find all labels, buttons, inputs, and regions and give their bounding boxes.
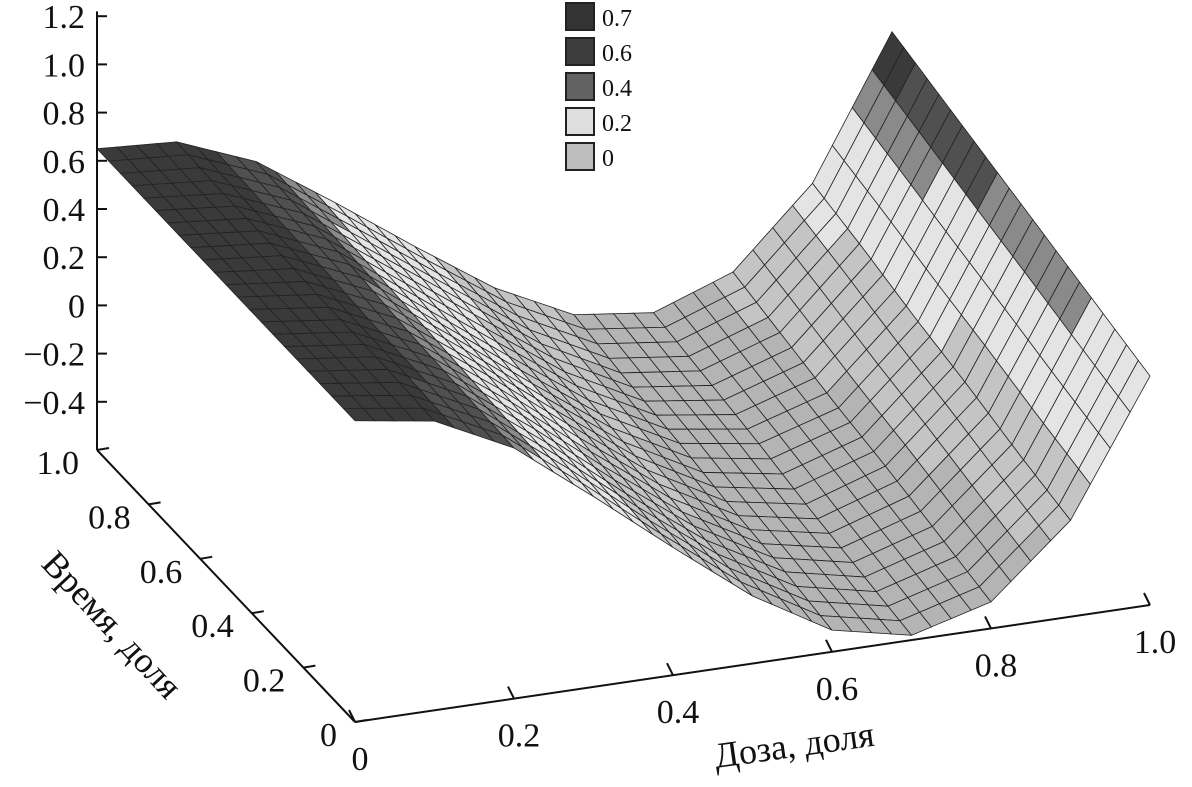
dose-tick bbox=[348, 709, 356, 723]
dose-tick-label: 0.8 bbox=[975, 647, 1018, 684]
time-tick bbox=[96, 447, 110, 451]
time-tick-label: 1.0 bbox=[37, 445, 80, 482]
time-tick-label: 0.6 bbox=[140, 554, 183, 591]
axes: 1.21.00.80.60.40.20−0.2−0.400.20.40.60.8… bbox=[23, 0, 1176, 778]
z-tick-label: −0.4 bbox=[23, 385, 85, 422]
legend-label: 0 bbox=[602, 146, 614, 172]
time-tick-label: 0.2 bbox=[243, 663, 286, 700]
z-tick-label: 0.2 bbox=[43, 240, 86, 277]
dose-axis-title: Доза, доля bbox=[712, 714, 877, 776]
time-tick-label: 0 bbox=[320, 717, 337, 754]
legend-swatch bbox=[565, 37, 595, 66]
time-axis-line bbox=[96, 449, 356, 723]
legend-swatch bbox=[565, 107, 595, 136]
surface-mesh bbox=[96, 31, 1151, 636]
legend-swatch bbox=[565, 142, 595, 171]
legend-label: 0.2 bbox=[602, 111, 632, 137]
legend: 0.7 0.6 0.4 0.2 0 bbox=[565, 2, 632, 172]
dose-tick-label: 1.0 bbox=[1134, 624, 1177, 661]
dose-tick bbox=[666, 662, 674, 676]
z-tick-label: 1.2 bbox=[43, 0, 86, 36]
dose-tick bbox=[984, 615, 992, 629]
time-tick-label: 0.4 bbox=[191, 608, 234, 645]
z-tick-label: 0.6 bbox=[43, 144, 86, 181]
dose-tick-label: 0.4 bbox=[657, 694, 700, 731]
z-tick-label: 1.0 bbox=[43, 47, 86, 84]
z-tick-label: 0.8 bbox=[43, 96, 86, 133]
dose-axis-line bbox=[354, 604, 1151, 723]
time-tick-label: 0.8 bbox=[88, 499, 131, 536]
z-tick-label: −0.2 bbox=[23, 337, 85, 374]
legend-label: 0.4 bbox=[602, 76, 632, 102]
legend-swatch bbox=[565, 72, 595, 101]
legend-label: 0.7 bbox=[602, 6, 632, 32]
time-tick bbox=[354, 719, 368, 723]
surface-cell bbox=[1117, 359, 1151, 413]
time-tick bbox=[148, 501, 161, 506]
legend-swatch bbox=[565, 2, 595, 31]
z-tick-label: 0 bbox=[68, 288, 85, 325]
dose-tick-label: 0 bbox=[352, 741, 369, 778]
dose-tick-label: 0.6 bbox=[816, 671, 859, 708]
dose-tick bbox=[825, 639, 833, 653]
dose-tick bbox=[1143, 592, 1151, 606]
time-tick bbox=[200, 555, 213, 560]
z-tick-label: 0.4 bbox=[43, 192, 86, 229]
time-tick bbox=[303, 664, 316, 669]
dose-tick bbox=[507, 686, 515, 700]
time-tick bbox=[251, 610, 264, 615]
dose-tick-label: 0.2 bbox=[498, 718, 541, 755]
legend-label: 0.6 bbox=[602, 41, 632, 67]
